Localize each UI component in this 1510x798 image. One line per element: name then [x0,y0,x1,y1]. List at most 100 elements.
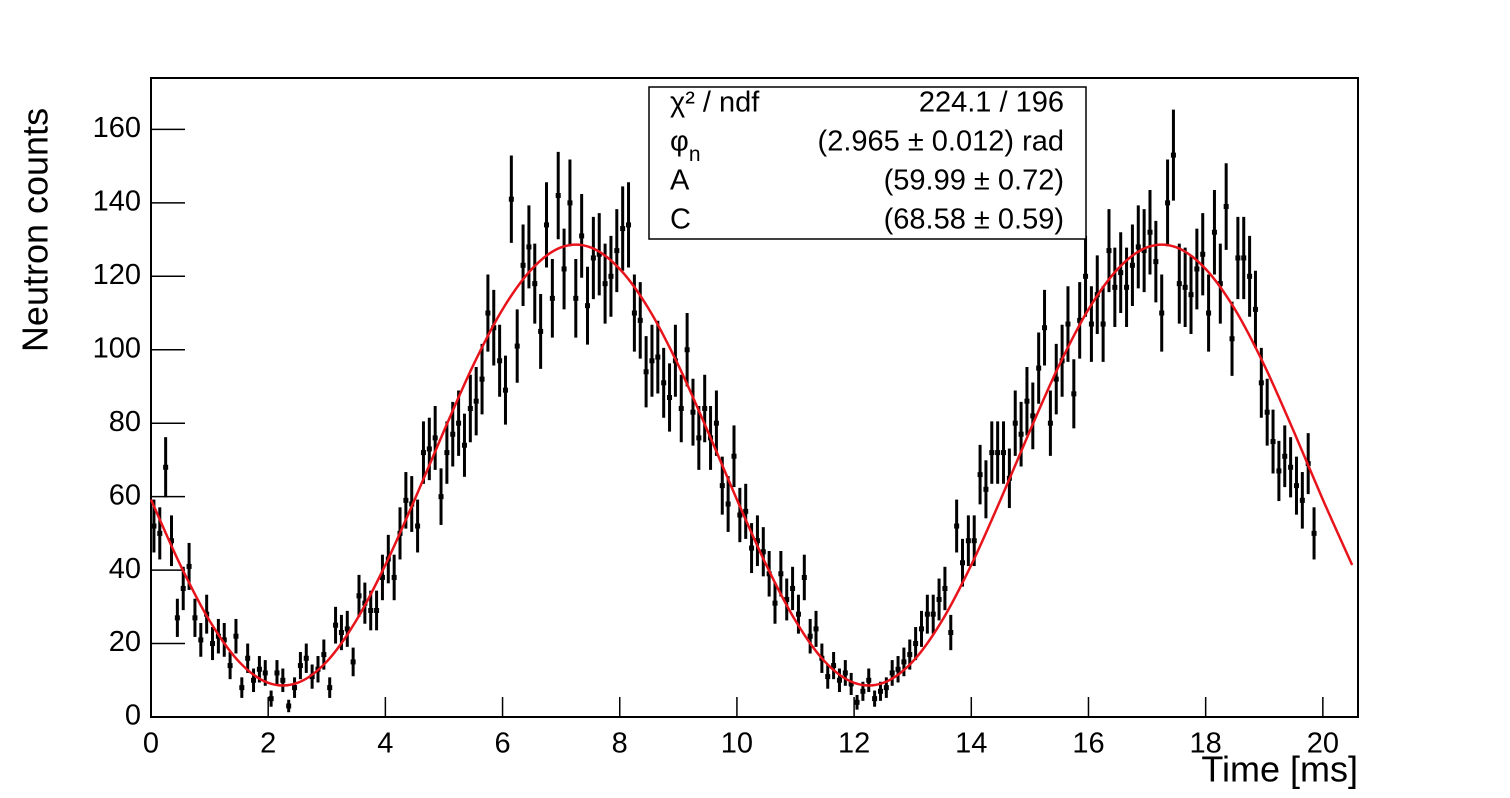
data-point [532,281,538,287]
data-point [1159,310,1165,316]
data-point [1141,248,1147,254]
y-tick-label: 120 [93,259,141,291]
y-tick-label: 0 [125,700,141,732]
y-tick-label: 40 [109,553,141,585]
data-point [473,398,479,404]
data-point [954,523,960,529]
data-point [549,295,555,301]
data-point [1124,284,1130,290]
data-point [174,615,180,621]
data-point [655,354,661,360]
stats-value: (59.99 ± 0.72) [884,165,1064,197]
data-point [297,663,303,669]
data-point [860,688,866,694]
data-point [1229,336,1235,342]
data-point [485,310,491,316]
data-point [502,387,508,393]
data-point [585,303,591,309]
data-point [415,523,421,529]
fit-curve [149,243,1354,687]
data-point [274,670,280,676]
data-point [784,596,790,602]
data-point [303,655,309,661]
data-point [1211,229,1217,235]
data-point [889,670,895,676]
data-point [614,248,620,254]
data-point [1047,420,1053,426]
data-point [1018,431,1024,437]
data-point [526,244,532,250]
data-point [866,677,872,683]
data-point [292,685,298,691]
data-point [1024,398,1030,404]
data-point [210,641,216,647]
data-point [989,450,995,456]
data-point [854,699,860,705]
data-point [1100,321,1106,327]
data-point [426,446,432,452]
data-point [538,328,544,334]
data-point [772,600,778,606]
stats-subscript: n [689,143,701,166]
data-point [667,395,673,400]
data-point [936,596,942,602]
data-point [491,325,497,331]
data-point [1106,248,1112,254]
x-tick-label: 0 [143,728,159,760]
y-tick-label: 160 [93,112,141,144]
data-point [1282,453,1288,459]
data-point [192,615,198,621]
data-point [1135,244,1141,250]
x-tick-label: 4 [377,728,393,760]
data-point [543,222,549,228]
data-point [438,494,444,500]
data-point [960,560,966,566]
data-point [1241,255,1247,261]
data-point [403,497,409,503]
x-tick-label: 10 [721,728,753,760]
data-point [1247,273,1253,279]
data-point [467,406,473,412]
data-point [245,655,251,661]
data-point [1188,292,1194,298]
data-point [1030,413,1036,419]
data-point [1153,259,1159,265]
data-point [333,622,339,628]
data-point [1012,420,1018,426]
stats-name: χ² / ndf [670,87,760,119]
data-point [186,563,192,569]
data-point [1182,284,1188,290]
data-point [895,666,901,672]
stats-value: (68.58 ± 0.59) [884,204,1064,236]
data-point [1200,251,1206,257]
data-point [907,652,913,658]
data-point [1042,325,1048,331]
data-point [444,450,450,456]
data-point [309,674,315,680]
data-point [1077,317,1083,323]
data-point [1129,262,1135,268]
data-point [842,670,848,676]
data-point [268,696,274,702]
data-point [1288,464,1294,470]
data-point [918,626,924,632]
data-point [514,343,520,349]
stats-name: C [670,204,691,236]
data-point [151,523,157,529]
data-point [942,585,948,591]
data-point [1071,391,1077,397]
data-point [1311,530,1317,536]
data-point [227,663,233,669]
data-point [1194,266,1200,272]
data-point [1235,255,1241,261]
x-tick-label: 16 [1072,728,1104,760]
data-point [995,450,1001,456]
data-point [836,677,842,683]
data-point [590,255,596,261]
data-point [760,549,766,555]
data-point [743,508,749,514]
data-point [713,420,719,426]
x-tick-label: 18 [1190,728,1222,760]
data-point [1088,321,1094,327]
x-tick-label: 14 [955,728,987,760]
